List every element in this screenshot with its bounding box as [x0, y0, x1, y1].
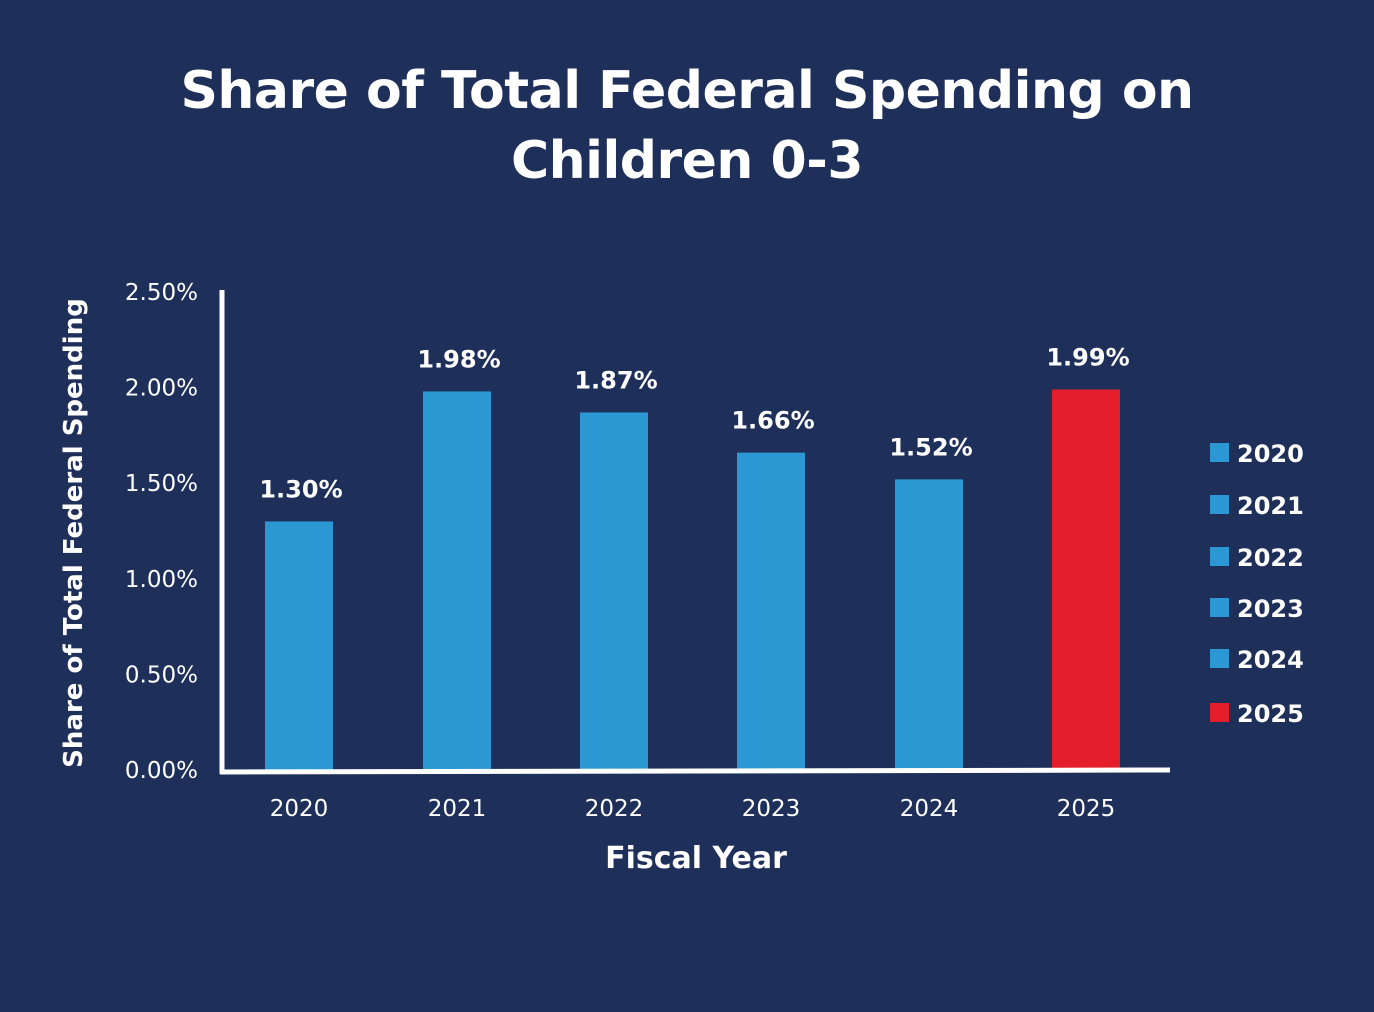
legend-label-2024: 2024 — [1237, 646, 1304, 674]
y-tick-label: 0.00% — [125, 758, 198, 784]
legend-label-2020: 2020 — [1237, 440, 1304, 468]
legend-swatch-2020 — [1210, 443, 1229, 462]
data-label-2024: 1.52% — [889, 433, 972, 461]
x-tick-label-2024: 2024 — [900, 796, 959, 822]
y-tick-label: 0.50% — [125, 662, 198, 688]
bar-2025 — [1052, 389, 1120, 770]
bar-2020 — [265, 521, 333, 770]
x-tick-label-2021: 2021 — [428, 796, 487, 822]
data-label-2021: 1.98% — [417, 345, 500, 373]
bar-2021 — [423, 391, 491, 770]
legend-label-2022: 2022 — [1237, 544, 1304, 572]
bar-2024 — [895, 479, 963, 770]
data-label-2022: 1.87% — [574, 366, 657, 394]
chart-title: Share of Total Federal Spending on Child… — [0, 56, 1374, 196]
chart-title-line-2: Children 0-3 — [510, 131, 864, 191]
chart-title-line-1: Share of Total Federal Spending on — [180, 61, 1194, 121]
data-label-2025: 1.99% — [1046, 344, 1129, 372]
legend-label-2021: 2021 — [1237, 492, 1304, 520]
legend-label-2023: 2023 — [1237, 595, 1304, 623]
x-tick-label-2022: 2022 — [585, 796, 644, 822]
y-tick-label: 1.50% — [125, 471, 198, 497]
x-axis-title: Fiscal Year — [605, 841, 787, 876]
legend-swatch-2024 — [1210, 649, 1229, 668]
legend-label-2025: 2025 — [1237, 700, 1304, 728]
data-label-2020: 1.30% — [259, 475, 342, 503]
y-tick-label: 2.00% — [125, 376, 198, 402]
y-axis-title: Share of Total Federal Spending — [59, 298, 89, 768]
legend-swatch-2022 — [1210, 547, 1229, 566]
legend-swatch-2025 — [1210, 703, 1229, 722]
x-axis-line — [219, 767, 1171, 775]
x-tick-label-2025: 2025 — [1057, 796, 1116, 822]
y-tick-label: 2.50% — [125, 280, 198, 306]
legend-swatch-2023 — [1210, 598, 1229, 617]
bar-2023 — [737, 452, 805, 770]
x-tick-label-2020: 2020 — [270, 796, 329, 822]
data-label-2023: 1.66% — [731, 407, 814, 435]
bar-2022 — [580, 412, 648, 770]
legend-swatch-2021 — [1210, 495, 1229, 514]
y-tick-label: 1.00% — [125, 567, 198, 593]
x-tick-label-2023: 2023 — [742, 796, 801, 822]
